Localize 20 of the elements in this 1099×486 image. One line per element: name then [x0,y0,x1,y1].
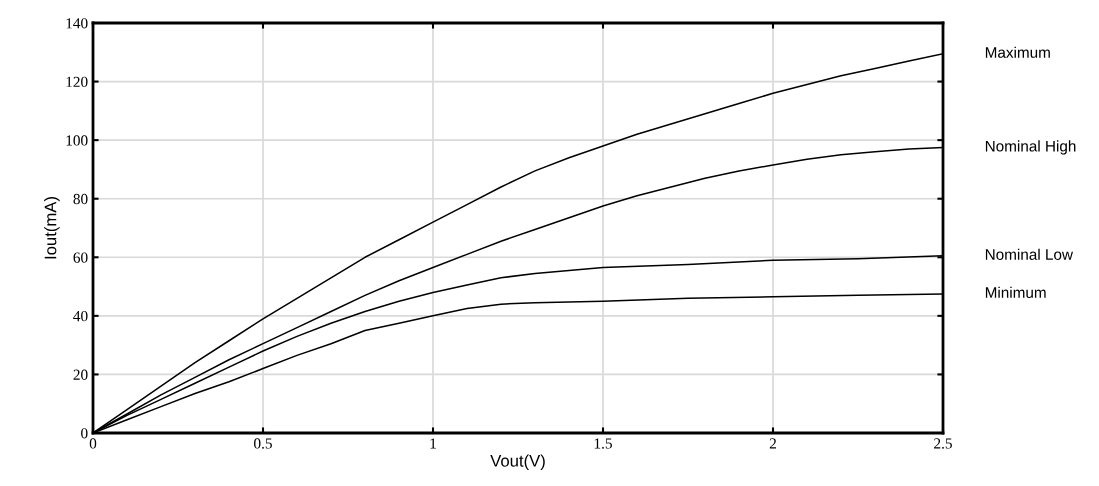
y-tick-label: 80 [73,193,88,205]
text: Minimum [985,286,1046,298]
x-tick-label: 2 [769,438,776,449]
text: Nominal Low [985,248,1074,260]
y-axis-title: Iout(mA) [44,197,60,259]
text: Nominal High [985,140,1076,155]
x-tick-label: 2.5 [934,438,952,449]
y-tick-label: 100 [66,135,88,146]
y-tick-label: 0 [81,428,88,439]
y-tick-label: 20 [73,369,88,380]
x-axis-title: Vout(V) [490,454,545,471]
x-tick-label: 1.5 [594,438,612,449]
y-tick-label: 120 [66,76,88,88]
x-tick-label: 0.5 [254,438,272,449]
y-tick-label: 40 [73,311,88,322]
x-tick-label: 1 [430,438,436,449]
x-tick-label: 0 [89,438,97,449]
y-tick-label: 60 [73,252,88,263]
y-tick-label: 140 [66,18,88,29]
text: Maximum [985,46,1050,58]
